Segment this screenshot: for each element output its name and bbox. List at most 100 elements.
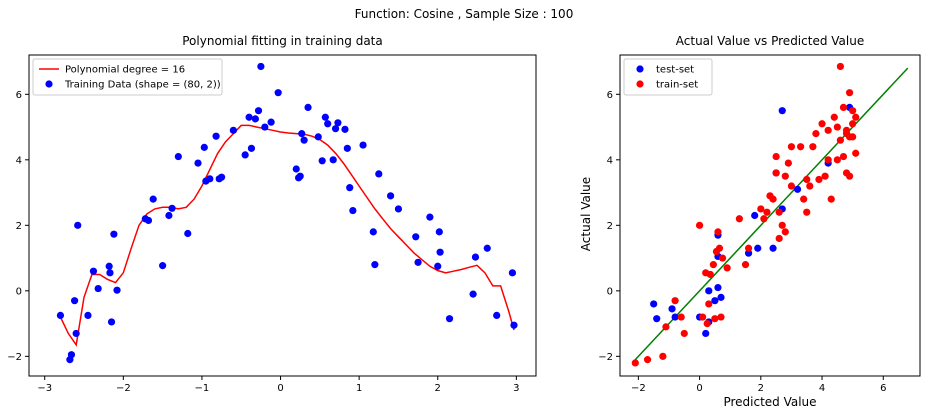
x-tick-label: −2 [631, 383, 646, 394]
data-point [659, 352, 667, 360]
data-point [784, 159, 792, 167]
data-point [434, 262, 442, 270]
data-point [67, 351, 76, 359]
data-point [56, 311, 65, 320]
legend-marker-dot [636, 65, 644, 73]
data-point [787, 143, 796, 151]
legend-box [32, 58, 223, 96]
data-point [671, 313, 679, 321]
data-point [343, 144, 351, 152]
data-point [113, 286, 121, 294]
y-tick-label: −2 [598, 352, 613, 363]
data-point [107, 318, 116, 326]
data-point [89, 267, 98, 275]
data-point [318, 157, 326, 165]
x-tick-label: 2 [435, 383, 441, 394]
y-tick-label: 4 [607, 155, 613, 166]
x-tick-label: 4 [819, 383, 825, 394]
data-point [261, 123, 269, 131]
x-tick-label: 0 [696, 383, 702, 394]
data-point [827, 195, 835, 203]
data-point [806, 182, 814, 190]
data-point [775, 234, 783, 243]
legend-label: train-set [656, 80, 698, 91]
data-point [702, 329, 710, 338]
data-point [803, 208, 811, 216]
data-point [717, 313, 725, 321]
data-point [245, 113, 253, 121]
axes-frame [619, 54, 921, 377]
data-point [110, 230, 118, 238]
data-point [331, 125, 340, 133]
data-point [845, 89, 854, 97]
x-tick-label: 1 [356, 383, 362, 394]
data-point [483, 244, 491, 252]
data-point [247, 144, 256, 152]
data-point [744, 244, 753, 252]
data-point [839, 152, 848, 161]
data-point [699, 313, 707, 321]
x-tick-label: 0 [277, 383, 283, 394]
data-point [254, 107, 263, 115]
x-axis-label: Predicted Value [723, 395, 816, 409]
data-point [304, 103, 312, 112]
data-point [369, 228, 377, 236]
data-point [705, 300, 713, 308]
data-point [821, 172, 829, 180]
data-point [668, 305, 676, 313]
data-point [314, 133, 322, 141]
data-point [445, 315, 454, 323]
data-point [772, 152, 780, 161]
data-point [824, 126, 832, 134]
data-point [818, 120, 826, 128]
data-point [800, 195, 808, 203]
data-point [662, 323, 670, 331]
data-point [711, 315, 719, 323]
chart-title: Actual Value vs Predicted Value [676, 34, 864, 48]
chart-polynomial-fit: Polynomial fitting in training data −3 −2… [7, 34, 537, 394]
data-point [394, 205, 403, 213]
x-tick-label: −2 [116, 383, 131, 394]
plot-area [56, 62, 518, 364]
data-point [703, 319, 711, 328]
data-point [386, 192, 395, 200]
y-tick-label: −2 [7, 352, 22, 363]
data-point [212, 132, 220, 140]
axes-frame [28, 54, 537, 377]
data-point [94, 284, 102, 293]
data-point [229, 126, 237, 134]
data-point [741, 261, 750, 269]
data-point [778, 221, 786, 229]
data-point [70, 297, 79, 305]
data-point [803, 175, 811, 184]
data-point [671, 297, 679, 305]
data-point [849, 107, 857, 115]
data-point [436, 248, 444, 256]
x-tick-label: 3 [513, 383, 519, 394]
data-point [631, 359, 639, 367]
data-point [757, 205, 765, 213]
legend-label: Polynomial degree = 16 [65, 65, 185, 76]
data-point [200, 143, 208, 151]
data-point [709, 261, 717, 269]
data-point [849, 120, 857, 128]
data-point [300, 136, 308, 144]
legend: Polynomial degree = 16 Training Data (sha… [32, 58, 223, 96]
x-tick-label: 6 [880, 383, 886, 394]
data-point [508, 269, 517, 277]
data-point [426, 213, 434, 221]
data-point [760, 215, 768, 223]
data-point [359, 141, 367, 149]
data-point [650, 300, 658, 308]
data-point [677, 313, 685, 321]
data-point [469, 290, 477, 298]
data-point [714, 228, 722, 236]
reference-line [634, 67, 909, 361]
y-tick-label: 2 [16, 221, 22, 232]
data-point [435, 228, 443, 236]
data-point [711, 297, 719, 305]
series-line-0 [59, 124, 515, 347]
y-axis-label: Actual Value [579, 177, 593, 251]
chart-title: Polynomial fitting in training data [182, 34, 382, 48]
